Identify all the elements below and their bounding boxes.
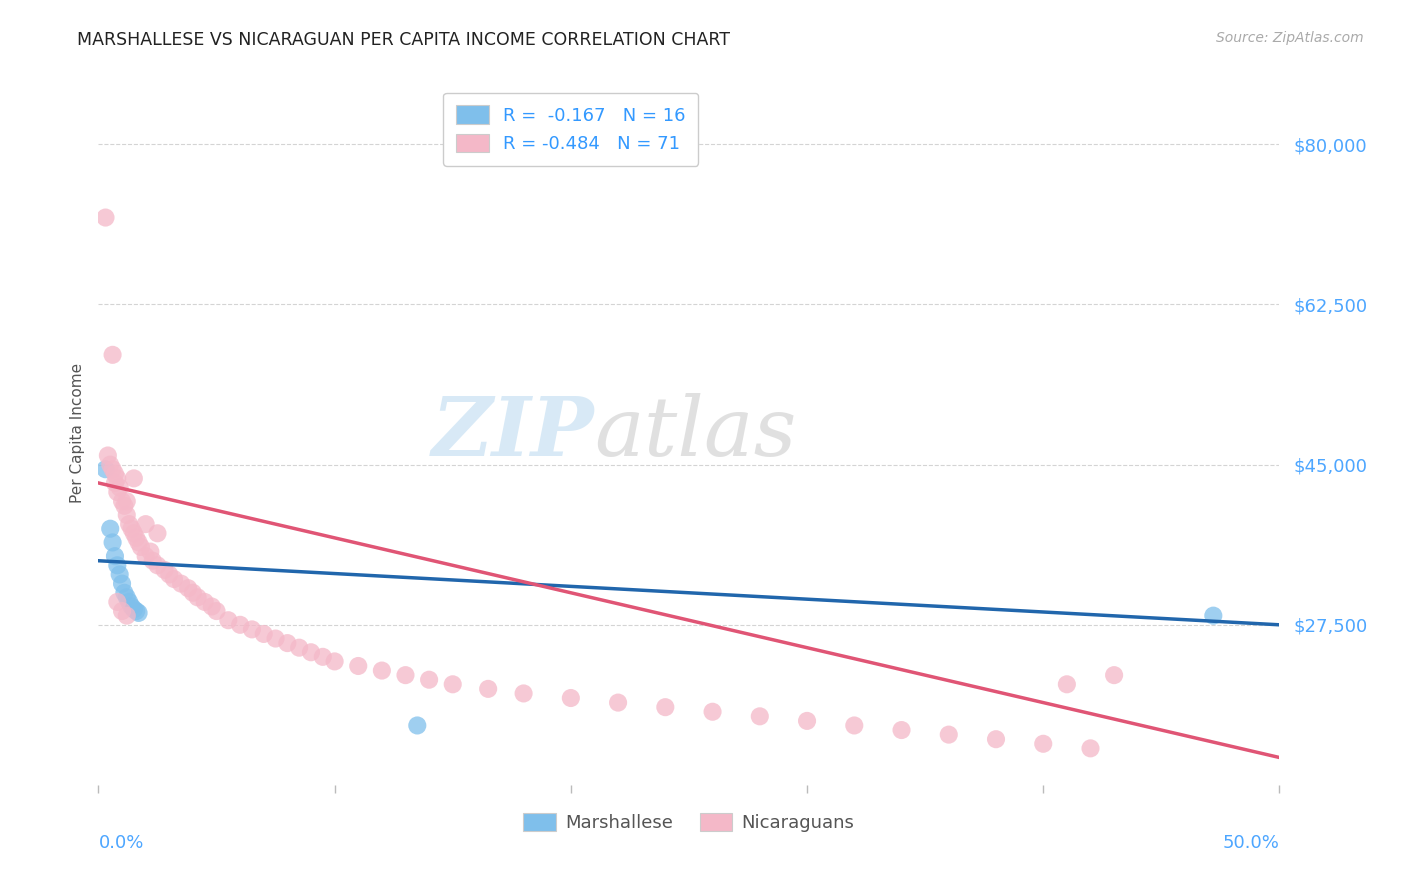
- Point: [128, 535, 150, 549]
- Point: [104, 475, 127, 490]
- Point: [560, 691, 582, 706]
- Point: [94, 462, 117, 476]
- Point: [118, 517, 141, 532]
- Point: [98, 522, 121, 536]
- Y-axis label: Per Capita Income: Per Capita Income: [69, 362, 84, 503]
- Point: [111, 494, 134, 508]
- Point: [201, 599, 224, 614]
- Point: [125, 531, 148, 545]
- Text: ZIP: ZIP: [432, 392, 595, 473]
- Point: [122, 526, 145, 541]
- Point: [394, 668, 416, 682]
- Point: [101, 535, 124, 549]
- Point: [654, 700, 676, 714]
- Point: [288, 640, 311, 655]
- Point: [1202, 608, 1225, 623]
- Point: [163, 572, 186, 586]
- Point: [97, 449, 120, 463]
- Point: [105, 485, 128, 500]
- Point: [125, 604, 148, 618]
- Point: [104, 467, 127, 481]
- Point: [194, 595, 217, 609]
- Point: [323, 654, 346, 668]
- Point: [142, 554, 165, 568]
- Point: [264, 632, 287, 646]
- Point: [371, 664, 394, 678]
- Point: [299, 645, 322, 659]
- Point: [115, 591, 138, 605]
- Point: [890, 723, 912, 737]
- Point: [101, 462, 124, 476]
- Point: [139, 544, 162, 558]
- Point: [418, 673, 440, 687]
- Point: [122, 602, 145, 616]
- Point: [101, 348, 124, 362]
- Text: 0.0%: 0.0%: [98, 834, 143, 852]
- Point: [406, 718, 429, 732]
- Text: atlas: atlas: [595, 392, 797, 473]
- Point: [111, 576, 134, 591]
- Point: [94, 211, 117, 225]
- Point: [115, 508, 138, 522]
- Point: [135, 549, 157, 564]
- Point: [157, 567, 180, 582]
- Point: [276, 636, 298, 650]
- Point: [702, 705, 724, 719]
- Point: [477, 681, 499, 696]
- Point: [181, 586, 204, 600]
- Point: [128, 606, 150, 620]
- Point: [796, 714, 818, 728]
- Point: [135, 517, 157, 532]
- Point: [512, 686, 534, 700]
- Point: [105, 558, 128, 573]
- Point: [105, 471, 128, 485]
- Point: [121, 599, 143, 614]
- Point: [844, 718, 866, 732]
- Point: [1080, 741, 1102, 756]
- Point: [938, 728, 960, 742]
- Point: [121, 522, 143, 536]
- Point: [607, 696, 630, 710]
- Point: [105, 595, 128, 609]
- Legend: Marshallese, Nicaraguans: Marshallese, Nicaraguans: [516, 805, 862, 839]
- Point: [177, 581, 200, 595]
- Point: [129, 540, 152, 554]
- Point: [112, 586, 135, 600]
- Point: [253, 627, 276, 641]
- Point: [153, 563, 176, 577]
- Point: [984, 732, 1007, 747]
- Point: [229, 617, 252, 632]
- Point: [122, 471, 145, 485]
- Point: [146, 558, 169, 573]
- Point: [748, 709, 770, 723]
- Point: [312, 649, 335, 664]
- Point: [170, 576, 193, 591]
- Point: [1102, 668, 1125, 682]
- Point: [115, 608, 138, 623]
- Point: [111, 604, 134, 618]
- Point: [441, 677, 464, 691]
- Point: [347, 659, 370, 673]
- Point: [98, 458, 121, 472]
- Point: [108, 567, 131, 582]
- Point: [1056, 677, 1078, 691]
- Point: [104, 549, 127, 564]
- Text: 50.0%: 50.0%: [1223, 834, 1279, 852]
- Point: [1032, 737, 1054, 751]
- Point: [217, 613, 239, 627]
- Point: [187, 591, 209, 605]
- Point: [146, 526, 169, 541]
- Point: [112, 499, 135, 513]
- Point: [108, 481, 131, 495]
- Point: [115, 494, 138, 508]
- Point: [205, 604, 228, 618]
- Point: [118, 595, 141, 609]
- Text: Source: ZipAtlas.com: Source: ZipAtlas.com: [1216, 31, 1364, 45]
- Text: MARSHALLESE VS NICARAGUAN PER CAPITA INCOME CORRELATION CHART: MARSHALLESE VS NICARAGUAN PER CAPITA INC…: [77, 31, 730, 49]
- Point: [240, 623, 263, 637]
